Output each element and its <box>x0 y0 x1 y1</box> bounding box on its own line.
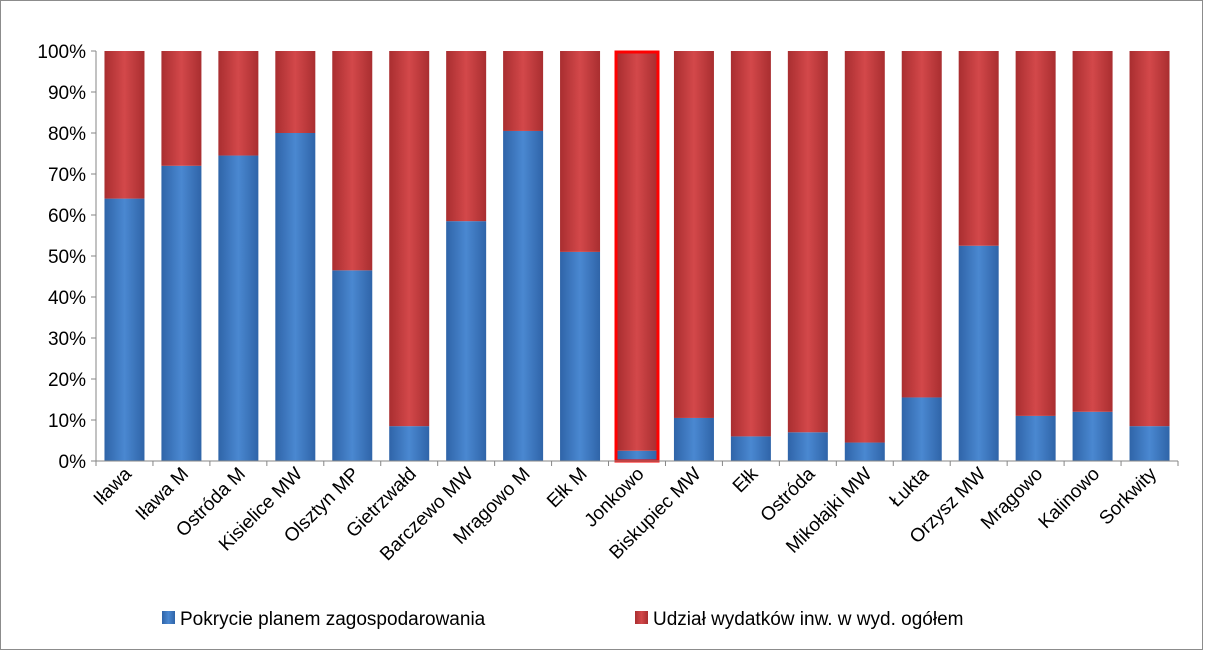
bar-segment-series-1 <box>958 245 999 461</box>
legend-swatch-series-2 <box>635 611 648 624</box>
bar-segment-series-2 <box>1129 51 1170 427</box>
bar-segment-series-1 <box>1072 411 1113 461</box>
y-tick-label: 60% <box>48 206 86 227</box>
bar-segment-series-1 <box>332 270 373 461</box>
bar-segment-series-2 <box>617 51 657 451</box>
bar-segment-series-2 <box>673 51 714 418</box>
bar-segment-series-1 <box>503 130 544 461</box>
bar-segment-series-2 <box>446 51 487 222</box>
y-tick-label: 0% <box>59 452 87 473</box>
y-tick-label: 30% <box>48 329 86 350</box>
bar-segment-series-2 <box>503 51 544 131</box>
legend-swatch-series-1 <box>162 611 175 624</box>
y-tick-label: 10% <box>48 411 86 432</box>
y-tick-label: 100% <box>37 42 86 63</box>
bar-segment-series-1 <box>730 436 771 461</box>
bar-segment-series-1 <box>787 432 828 461</box>
bar-segment-series-1 <box>1015 415 1056 461</box>
bar-segment-series-2 <box>332 51 373 271</box>
bar-segment-series-1 <box>446 221 487 461</box>
bar-segment-series-2 <box>958 51 999 246</box>
x-tick-label: Iława <box>90 463 137 510</box>
y-tick-label: 70% <box>48 165 86 186</box>
bar-segment-series-1 <box>1129 426 1170 461</box>
bar-segment-series-2 <box>844 51 885 443</box>
bar-segment-series-2 <box>560 51 601 252</box>
y-tick-label: 90% <box>48 83 86 104</box>
x-tick-label: Ełk <box>729 463 763 497</box>
bar-segment-series-1 <box>617 450 657 461</box>
bar-segment-series-1 <box>275 133 316 461</box>
bar-segment-series-2 <box>218 51 259 156</box>
bar-segment-series-1 <box>673 417 714 461</box>
bar-segment-series-2 <box>787 51 828 433</box>
bar-segment-series-2 <box>161 51 202 166</box>
bar-segment-series-1 <box>844 442 885 461</box>
legend-label-series-2: Udział wydatków inw. w wyd. ogółem <box>653 609 963 630</box>
bar-segment-series-2 <box>104 51 145 199</box>
y-tick-label: 50% <box>48 247 86 268</box>
bar-segment-series-1 <box>389 426 430 461</box>
legend-label-series-1: Pokrycie planem zagospodarowania <box>180 609 486 630</box>
bar-segment-series-1 <box>161 165 202 462</box>
bar-segment-series-2 <box>1072 51 1113 412</box>
bar-segment-series-2 <box>275 51 316 133</box>
y-tick-label: 20% <box>48 370 86 391</box>
y-tick-label: 80% <box>48 124 86 145</box>
x-tick-label: Kalinowo <box>1035 464 1104 533</box>
bar-segment-series-2 <box>389 51 430 427</box>
y-tick-label: 40% <box>48 288 86 309</box>
x-tick-label: Ełk M <box>543 464 591 512</box>
bar-segment-series-2 <box>901 51 942 398</box>
bar-segment-series-1 <box>218 155 259 462</box>
legend: Pokrycie planem zagospodarowania Udział … <box>162 609 963 630</box>
plot-area: 0%10%20%30%40%50%60%70%80%90%100%IławaIł… <box>37 42 1179 565</box>
bar-segment-series-2 <box>1015 51 1056 416</box>
x-tick-label: Mrągowo <box>977 464 1047 534</box>
bar-segment-series-1 <box>104 198 145 461</box>
bar-segment-series-1 <box>560 251 601 461</box>
x-tick-label: Sorkwity <box>1095 463 1161 529</box>
bar-segment-series-1 <box>901 397 942 461</box>
bar-segment-series-2 <box>730 51 771 437</box>
x-tick-label: Łukta <box>886 463 934 511</box>
